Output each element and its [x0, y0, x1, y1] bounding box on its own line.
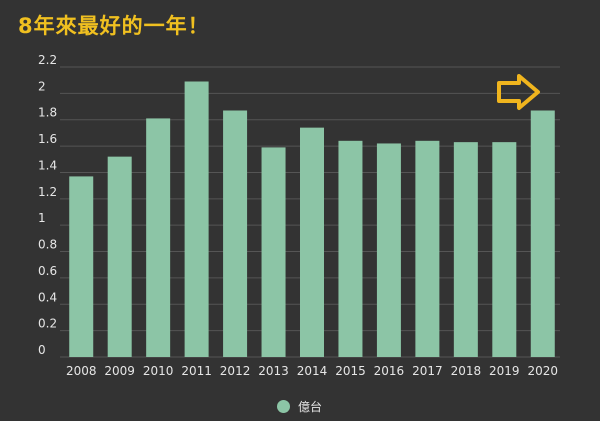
x-tick-label: 2011	[181, 364, 212, 378]
bar-2011	[184, 81, 209, 357]
y-tick-label: 1.8	[38, 106, 57, 120]
bar-2019	[492, 142, 517, 357]
x-tick-label: 2009	[104, 364, 135, 378]
x-tick-label: 2017	[412, 364, 443, 378]
x-tick-label: 2018	[451, 364, 482, 378]
bar-2010	[146, 118, 171, 357]
y-tick-label: 0.2	[38, 317, 57, 331]
bar-2013	[261, 147, 286, 357]
arrow-icon	[497, 74, 540, 110]
bar-2015	[338, 140, 363, 357]
bar-2020	[530, 110, 555, 357]
bar-2008	[69, 176, 94, 357]
bars	[69, 81, 555, 358]
legend-label: 億台	[298, 400, 323, 414]
y-tick-label: 2	[38, 79, 46, 93]
y-tick-label: 0	[38, 343, 46, 357]
y-tick-label: 1.4	[38, 158, 57, 172]
bar-2012	[223, 110, 248, 357]
legend: 億台	[277, 398, 322, 415]
x-tick-label: 2010	[143, 364, 174, 378]
y-tick-label: 0.6	[38, 264, 57, 278]
legend-marker	[277, 400, 290, 413]
y-tick-label: 1	[38, 211, 46, 225]
x-tick-label: 2015	[335, 364, 366, 378]
y-tick-label: 1.2	[38, 185, 57, 199]
bar-2017	[415, 140, 440, 357]
x-tick-label: 2020	[527, 364, 558, 378]
y-axis-ticks: 0 0.2 0.4 0.6 0.8 1 1.2 1.4 1.6 1.8 2 2.2	[38, 53, 57, 357]
y-tick-label: 1.6	[38, 132, 57, 146]
x-tick-label: 2016	[374, 364, 405, 378]
x-tick-label: 2013	[258, 364, 289, 378]
bar-2009	[107, 156, 132, 357]
y-tick-label: 0.4	[38, 290, 57, 304]
bar-2016	[376, 143, 401, 357]
x-tick-label: 2008	[66, 364, 97, 378]
x-axis-ticks: 2008 2009 2010 2011 2012 2013 2014 2015 2016 2017…	[66, 364, 558, 378]
y-tick-label: 0.8	[38, 238, 57, 252]
x-tick-label: 2019	[489, 364, 520, 378]
chart-title: 8年來最好的一年！	[18, 14, 210, 38]
bar-2018	[453, 142, 478, 357]
x-tick-label: 2012	[220, 364, 251, 378]
y-tick-label: 2.2	[38, 53, 57, 67]
x-tick-label: 2014	[297, 364, 328, 378]
bar-2014	[300, 127, 324, 358]
